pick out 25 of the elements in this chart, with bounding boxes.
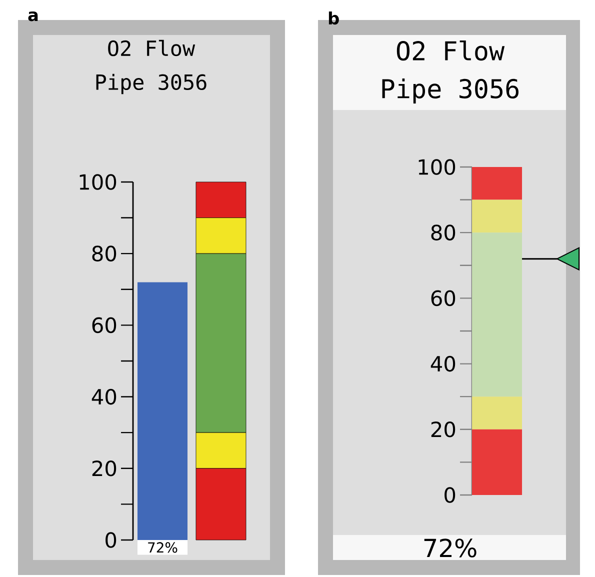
- y-tick-label: 0: [444, 487, 456, 503]
- y-tick-label: 80: [92, 246, 116, 262]
- bar: [472, 200, 522, 233]
- data-label: 72%: [148, 542, 178, 553]
- bar: [472, 166, 522, 200]
- y-tick-label: 20: [431, 421, 456, 438]
- y-tick-label: 80: [431, 224, 456, 240]
- y-tick-label: 100: [80, 174, 116, 190]
- y-tick-label: 60: [92, 317, 116, 334]
- y-tick-label: 0: [106, 532, 116, 548]
- chart-title: O2 Flow: [108, 40, 196, 56]
- chart-subtitle: Pipe 3056: [96, 74, 206, 94]
- chart-subtitle: Pipe 3056: [382, 78, 518, 104]
- text: b: [328, 12, 339, 25]
- text: a: [28, 12, 38, 22]
- text: 72%: [424, 538, 476, 558]
- y-tick-label: 100: [418, 159, 456, 175]
- chart-title: O2 Flow: [396, 40, 505, 61]
- y-tick-label: 40: [430, 356, 456, 372]
- y-tick-label: 60: [431, 290, 456, 306]
- bar: [472, 232, 522, 397]
- y-tick-label: 40: [92, 388, 116, 405]
- bar: [472, 429, 522, 495]
- bar: [472, 396, 522, 430]
- y-tick-label: 20: [92, 460, 116, 476]
